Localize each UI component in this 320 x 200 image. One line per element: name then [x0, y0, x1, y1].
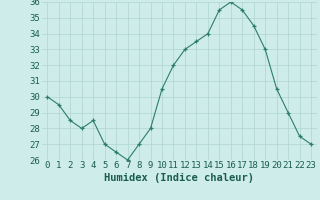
X-axis label: Humidex (Indice chaleur): Humidex (Indice chaleur) — [104, 173, 254, 183]
